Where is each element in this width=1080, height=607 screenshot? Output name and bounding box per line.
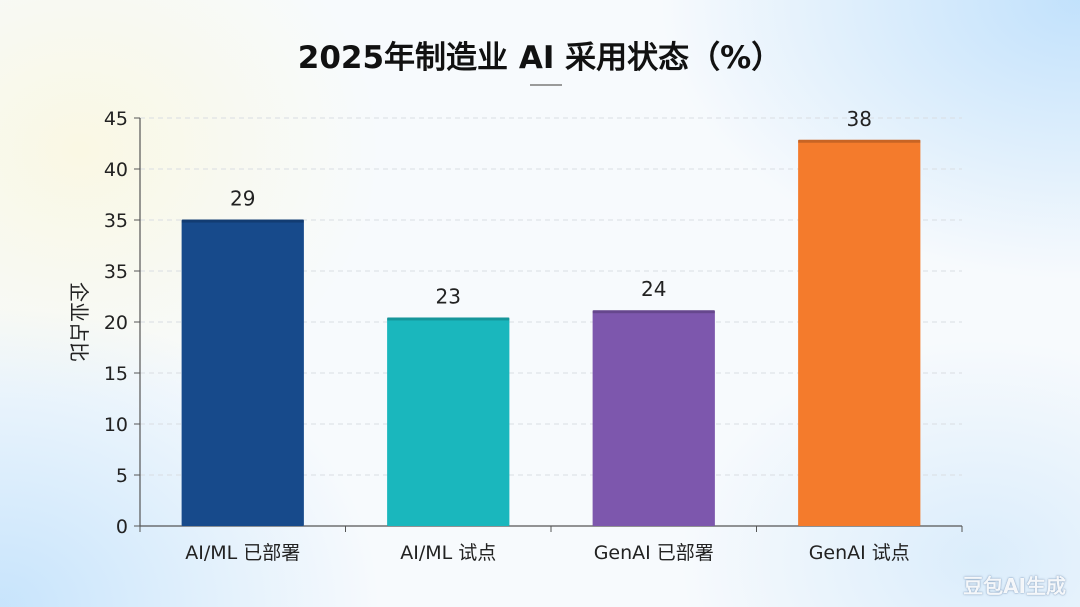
bar [592, 310, 715, 526]
labels: 0 5 10 15 20 35 35 40 45 29 AI/ML 已部署 23 AI/ML 试点 24 G… [104, 107, 910, 564]
bar [798, 139, 921, 526]
y-axis-label: 企业占比 [67, 282, 91, 362]
y-tick-label: 40 [104, 159, 128, 181]
bar-top-edge [387, 317, 510, 321]
y-tick-label: 5 [116, 465, 128, 487]
x-category-label: GenAI 试点 [809, 542, 910, 564]
bar-top-edge [798, 139, 921, 143]
x-category-label: GenAI 已部署 [594, 542, 714, 564]
chart-title: 2025年制造业 AI 采用状态（%） [298, 40, 782, 76]
bar-top-edge [181, 219, 304, 223]
data-label: 29 [230, 187, 255, 211]
data-label: 24 [641, 277, 666, 301]
y-tick-label: 35 [104, 210, 128, 232]
watermark: 豆包AI生成 [963, 574, 1066, 598]
y-tick-label: 35 [104, 261, 128, 283]
x-category-label: AI/ML 试点 [400, 542, 496, 564]
y-tick-label: 45 [104, 108, 128, 130]
y-tick-label: 10 [104, 414, 128, 436]
data-label: 38 [847, 107, 872, 131]
bar [181, 219, 304, 526]
bar [387, 317, 510, 526]
y-tick-label: 0 [116, 516, 128, 538]
data-label: 23 [436, 284, 461, 308]
title-underline [530, 84, 562, 86]
bars [181, 139, 921, 526]
y-tick-label: 15 [104, 363, 128, 385]
x-category-label: AI/ML 已部署 [185, 542, 300, 564]
bar-top-edge [592, 310, 715, 314]
y-tick-label: 20 [104, 312, 128, 334]
